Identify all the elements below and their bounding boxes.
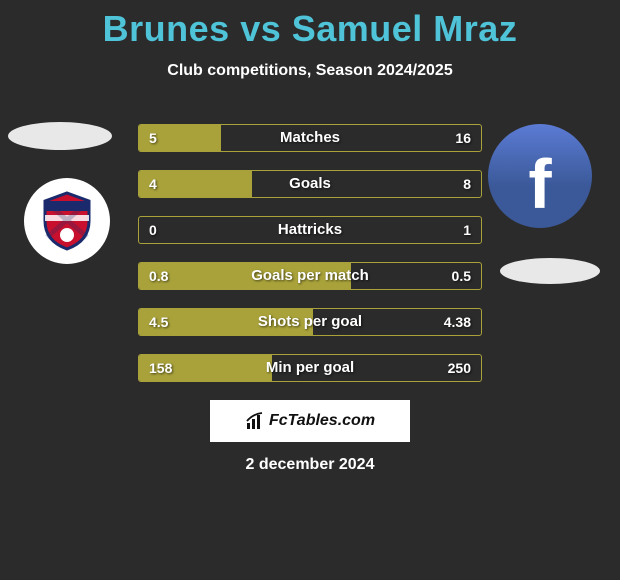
stat-value-right: 0.5 <box>452 263 471 289</box>
date-label: 2 december 2024 <box>0 456 620 474</box>
stat-label: Min per goal <box>139 355 481 381</box>
brand-text: FcTables.com <box>269 412 375 430</box>
brand-chart-icon <box>245 411 265 431</box>
stat-value-right: 4.38 <box>444 309 471 335</box>
stat-row: 4Goals8 <box>138 170 482 198</box>
stat-label: Hattricks <box>139 217 481 243</box>
stat-row: 4.5Shots per goal4.38 <box>138 308 482 336</box>
stat-label: Shots per goal <box>139 309 481 335</box>
page-title: Brunes vs Samuel Mraz <box>0 0 620 50</box>
stat-row: 0Hattricks1 <box>138 216 482 244</box>
brand-badge[interactable]: FcTables.com <box>210 400 410 442</box>
stat-value-right: 250 <box>448 355 471 381</box>
stat-label: Matches <box>139 125 481 151</box>
stat-row: 0.8Goals per match0.5 <box>138 262 482 290</box>
stat-row: 5Matches16 <box>138 124 482 152</box>
player-left-club-badge <box>24 178 110 264</box>
stat-label: Goals <box>139 171 481 197</box>
comparison-bars: 5Matches16 4Goals8 0Hattricks1 0.8Goals per… <box>138 124 482 400</box>
stat-value-right: 8 <box>463 171 471 197</box>
facebook-f-icon: f <box>528 144 551 224</box>
club-shield-icon <box>41 191 93 251</box>
stat-row: 158Min per goal250 <box>138 354 482 382</box>
subtitle: Club competitions, Season 2024/2025 <box>0 62 620 80</box>
player-right-avatar-placeholder <box>500 258 600 284</box>
stat-value-right: 1 <box>463 217 471 243</box>
facebook-share-icon[interactable]: f <box>488 124 592 228</box>
stat-value-right: 16 <box>455 125 471 151</box>
stat-label: Goals per match <box>139 263 481 289</box>
player-left-avatar-placeholder <box>8 122 112 150</box>
